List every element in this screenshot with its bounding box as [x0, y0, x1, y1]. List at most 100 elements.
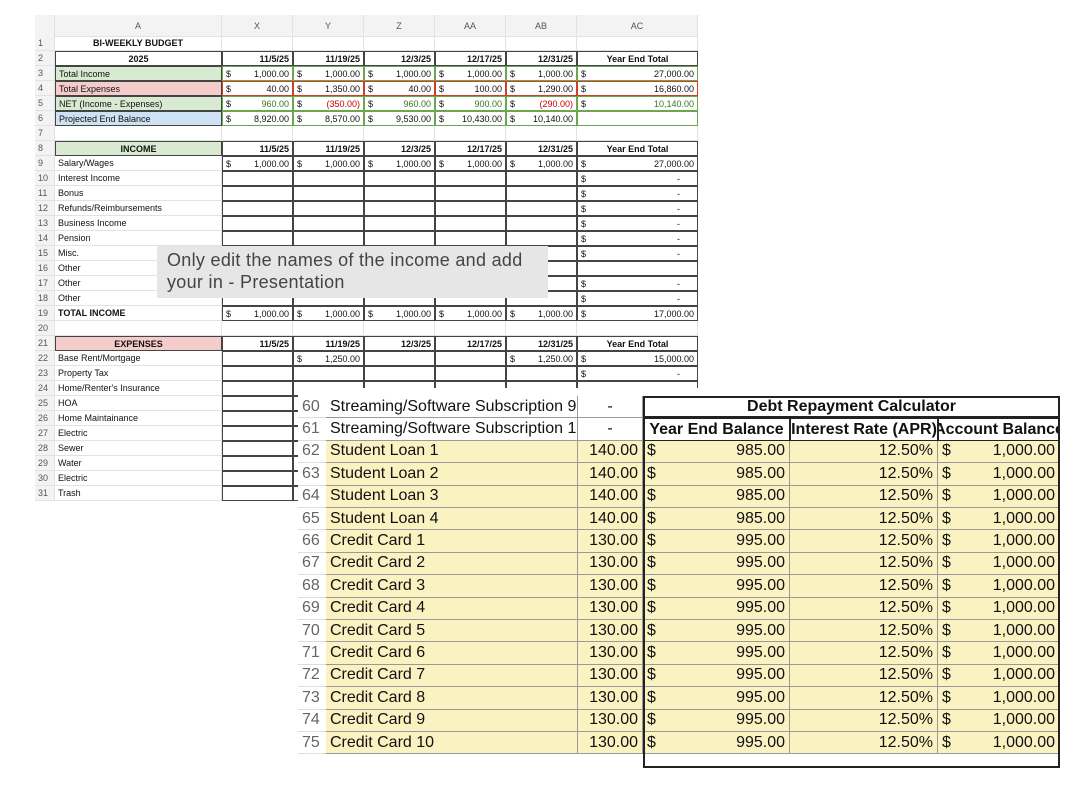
row-number: 4	[35, 81, 55, 96]
cell: $1,000.00	[506, 306, 577, 321]
cell: $1,000.00	[435, 66, 506, 81]
row-number: 18	[35, 291, 55, 306]
cell: 11/5/25	[222, 141, 293, 156]
row-number: 66	[298, 530, 326, 553]
corner	[35, 15, 55, 37]
cell-value: 1,000.00	[992, 621, 1055, 639]
currency-symbol: $	[581, 368, 587, 379]
payment: 130.00	[578, 552, 643, 576]
currency-symbol: $	[439, 308, 445, 319]
cell: Sewer	[55, 441, 222, 456]
currency-symbol: $	[297, 158, 303, 169]
cell-text: 11/19/25	[325, 53, 360, 64]
cell	[293, 366, 364, 381]
cell: $10,430.00	[435, 111, 506, 126]
currency-symbol: $	[510, 308, 516, 319]
year-end-balance: $995.00	[643, 620, 790, 643]
calculator-title: Debt Repayment Calculator	[643, 396, 1060, 419]
cell: Trash	[55, 486, 222, 501]
cell	[364, 351, 435, 366]
cell: $ -	[577, 291, 698, 306]
currency-symbol: $	[297, 98, 303, 109]
row-number: 13	[35, 216, 55, 231]
cell: 11/5/25	[222, 336, 293, 351]
cell-text: Water	[58, 458, 82, 468]
column-header: Year End Balance	[643, 418, 790, 441]
cell-value: 1,000.00	[537, 68, 573, 79]
currency-symbol: $	[581, 83, 587, 94]
apr: 12.50%	[790, 642, 938, 665]
cell	[577, 261, 698, 276]
cell-value: 985.00	[736, 509, 785, 527]
cell-value: 995.00	[736, 688, 785, 706]
cell: $ -	[577, 276, 698, 291]
cell-text: 12/17/25	[466, 338, 502, 349]
column-header: Account Balance	[938, 418, 1060, 441]
currency-symbol: $	[647, 487, 656, 505]
currency-symbol: $	[439, 98, 445, 109]
year-end-balance: $995.00	[643, 687, 790, 710]
currency-symbol: $	[647, 442, 656, 460]
cell-value: 1,000.00	[992, 442, 1055, 460]
cell-value: 1,000.00	[466, 68, 502, 79]
payment: 130.00	[578, 732, 643, 755]
cell-value: -	[607, 397, 613, 415]
cell-value: 15,000.00	[653, 353, 694, 364]
payment: 130.00	[578, 709, 643, 732]
cell: Pension	[55, 231, 222, 246]
apr: 12.50%	[790, 552, 938, 576]
cell: $ -	[577, 231, 698, 246]
row-number: 71	[298, 642, 326, 665]
cell: 12/31/25	[506, 51, 577, 66]
currency-symbol: $	[942, 576, 951, 594]
cell: INCOME	[55, 141, 222, 156]
cell-text: Year End Total	[606, 338, 669, 349]
cell	[222, 321, 293, 336]
tooltip: Only edit the names of the income and ad…	[157, 246, 548, 298]
cell: $1,000.00	[364, 306, 435, 321]
cell-value: -	[677, 203, 680, 214]
year-end-balance: $995.00	[643, 552, 790, 576]
cell: $10,140.00	[577, 96, 698, 111]
cell-text: Pension	[58, 233, 91, 243]
cell-value: 1,000.00	[992, 554, 1055, 572]
cell	[293, 171, 364, 186]
cell: $1,000.00	[435, 306, 506, 321]
cell-text: Business Income	[58, 218, 127, 228]
cell: $1,000.00	[506, 66, 577, 81]
cell: Electric	[55, 426, 222, 441]
cell: NET (Income - Expenses)	[55, 96, 222, 111]
cell: $27,000.00	[577, 156, 698, 171]
cell-value: 130.00	[589, 644, 638, 662]
currency-symbol: $	[510, 158, 516, 169]
row-number: 62	[298, 441, 326, 464]
cell: $27,000.00	[577, 66, 698, 81]
cell	[293, 201, 364, 216]
account-balance: $1,000.00	[938, 440, 1060, 464]
cell	[222, 471, 293, 486]
cell: 12/17/25	[435, 51, 506, 66]
column-header: Z	[364, 15, 435, 37]
row-number: 75	[298, 732, 326, 755]
currency-symbol: $	[439, 158, 445, 169]
cell-value: 12.50%	[878, 621, 933, 639]
cell: Bonus	[55, 186, 222, 201]
cell: $ -	[577, 246, 698, 261]
currency-symbol: $	[942, 688, 951, 706]
row-name: Credit Card 1	[326, 530, 578, 553]
cell-text: Refunds/Reimbursements	[58, 203, 163, 213]
currency-symbol: $	[368, 68, 374, 79]
cell: $ -	[577, 366, 698, 381]
cell: Year End Total	[577, 336, 698, 351]
cell-text: Credit Card 3	[330, 576, 426, 594]
currency-symbol: $	[942, 464, 951, 482]
currency-symbol: $	[581, 248, 587, 259]
row-name: Credit Card 10	[326, 732, 578, 755]
currency-symbol: $	[439, 113, 445, 124]
cell: EXPENSES	[55, 336, 222, 351]
row-number: 26	[35, 411, 55, 426]
cell-text: Streaming/Software Subscription 10	[330, 420, 578, 438]
row-number: 5	[35, 96, 55, 111]
debt-sheet: 60 Streaming/Software Subscription 9-61 St…	[298, 388, 1080, 790]
cell-value: 1,000.00	[253, 68, 289, 79]
